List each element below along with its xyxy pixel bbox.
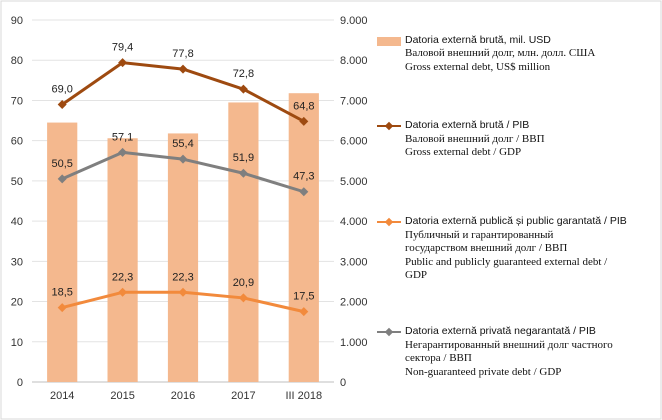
legend-text-line: Non-guaranteed private debt / GDP [405, 365, 562, 378]
data-label: 69,0 [51, 83, 72, 95]
legend-text-line: Datoria externă brută / PIB [405, 119, 530, 132]
data-label: 22,3 [172, 271, 193, 283]
point-marker [178, 287, 188, 297]
data-label: 22,3 [112, 271, 133, 283]
point-marker [178, 154, 188, 164]
line-series [57, 58, 309, 317]
axis-ticks: 0 0 10 1.000 20 2.000 30 3.000 40 4.000 50 5.000 60 6… [11, 15, 368, 402]
data-label: 17,5 [293, 291, 314, 303]
left-axis-tick-label: 90 [11, 15, 23, 27]
point-marker [299, 116, 309, 126]
legend-item: Datoria externă brută, mil. USD Валовой в… [377, 34, 659, 74]
left-axis-tick-label: 40 [11, 216, 23, 228]
x-axis-tick-label: 2017 [231, 390, 255, 402]
legend-text-line: сектора / ВВП [405, 352, 472, 365]
data-label: 55,4 [172, 138, 193, 150]
left-axis-tick-label: 70 [11, 95, 23, 107]
right-axis-tick-label: 7.000 [340, 95, 368, 107]
right-axis-tick-label: 6.000 [340, 136, 368, 148]
legend-text-line: Gross external debt / GDP [405, 146, 522, 159]
bar [47, 122, 78, 383]
legend-text-line: Валовой внешний долг / ВВП [405, 132, 545, 145]
data-label: 77,8 [172, 48, 193, 60]
data-label: 72,8 [233, 68, 254, 80]
point-marker [118, 287, 128, 297]
legend-item: Datoria externă publică și public garant… [377, 215, 659, 282]
legend-text-line: GDP [405, 269, 428, 282]
point-marker [238, 84, 248, 94]
legend-text-line: Негарантированный внешний долг частного [405, 338, 613, 351]
legend-text-line: Datoria externă brută, mil. USD [405, 34, 551, 46]
left-axis-tick-label: 30 [11, 256, 23, 268]
data-label: 47,3 [293, 171, 314, 183]
legend-text-line: Datoria externă privată negarantată / PI… [405, 325, 596, 338]
gridlines [32, 19, 334, 383]
right-axis-tick-label: 0 [340, 377, 346, 389]
left-axis-tick-label: 60 [11, 136, 23, 148]
data-label: 64,8 [293, 100, 314, 112]
point-marker [118, 58, 128, 68]
x-axis-tick-label: 2016 [171, 390, 195, 402]
left-axis-tick-label: 50 [11, 176, 23, 188]
data-label: 50,5 [51, 158, 72, 170]
right-axis-tick-label: 5.000 [340, 176, 368, 188]
right-axis-tick-label: 9.000 [340, 15, 368, 27]
left-axis-tick-label: 20 [11, 297, 23, 309]
point-marker [299, 187, 309, 197]
point-marker [57, 99, 67, 109]
point-marker [299, 307, 309, 317]
right-axis-tick-label: 2.000 [340, 297, 368, 309]
point-marker [238, 168, 248, 178]
legend-text-line: Datoria externă publică și public garant… [405, 215, 627, 228]
legend-text-line: Публичный и гарантированный [405, 228, 554, 241]
x-axis-tick-label: 2015 [110, 390, 134, 402]
legend-item: Datoria externă brută / PIB Валовой внешн… [377, 119, 659, 159]
legend-text-line: Public and publicly guaranteed external … [405, 255, 608, 268]
chart-legend: Datoria externă brută, mil. USD Валовой в… [377, 34, 659, 379]
point-marker [57, 303, 67, 313]
bar-series [47, 93, 319, 383]
data-labels: 69,0 79,4 77,8 72,8 64,8 18,5 22,3 22,3 20,9 17,5… [51, 42, 314, 303]
legend-swatch-line [377, 331, 401, 334]
left-axis-tick-label: 10 [11, 337, 23, 349]
right-axis-tick-label: 1.000 [340, 337, 368, 349]
data-label: 51,9 [233, 152, 254, 164]
bar [228, 102, 259, 382]
bar [167, 133, 199, 382]
point-marker [238, 293, 248, 303]
legend-item: Datoria externă privată negarantată / PI… [377, 325, 659, 379]
data-label: 79,4 [112, 42, 133, 54]
point-marker [118, 147, 128, 157]
left-axis-tick-label: 80 [11, 55, 23, 67]
right-axis-tick-label: 3.000 [340, 256, 368, 268]
x-axis-tick-label: III 2018 [285, 390, 322, 402]
legend-text-line: Валовой внешний долг, млн. долл. США [405, 47, 596, 60]
bar [288, 93, 319, 383]
legend-text-line: государством внешний долг / ВВП [405, 242, 568, 255]
bar [107, 138, 138, 382]
point-marker [178, 64, 188, 74]
data-label: 57,1 [112, 131, 133, 143]
point-marker [57, 174, 67, 184]
legend-swatch-bar [377, 37, 401, 46]
legend-swatch-line [377, 221, 401, 224]
legend-swatch-line [377, 125, 401, 128]
right-axis-tick-label: 4.000 [340, 216, 368, 228]
data-label: 20,9 [233, 277, 254, 289]
x-axis-tick-label: 2014 [50, 390, 74, 402]
left-axis-tick-label: 0 [17, 377, 23, 389]
data-label: 18,5 [51, 287, 72, 299]
legend-text-line: Gross external debt, US$ million [405, 60, 551, 73]
right-axis-tick-label: 8.000 [340, 55, 368, 67]
